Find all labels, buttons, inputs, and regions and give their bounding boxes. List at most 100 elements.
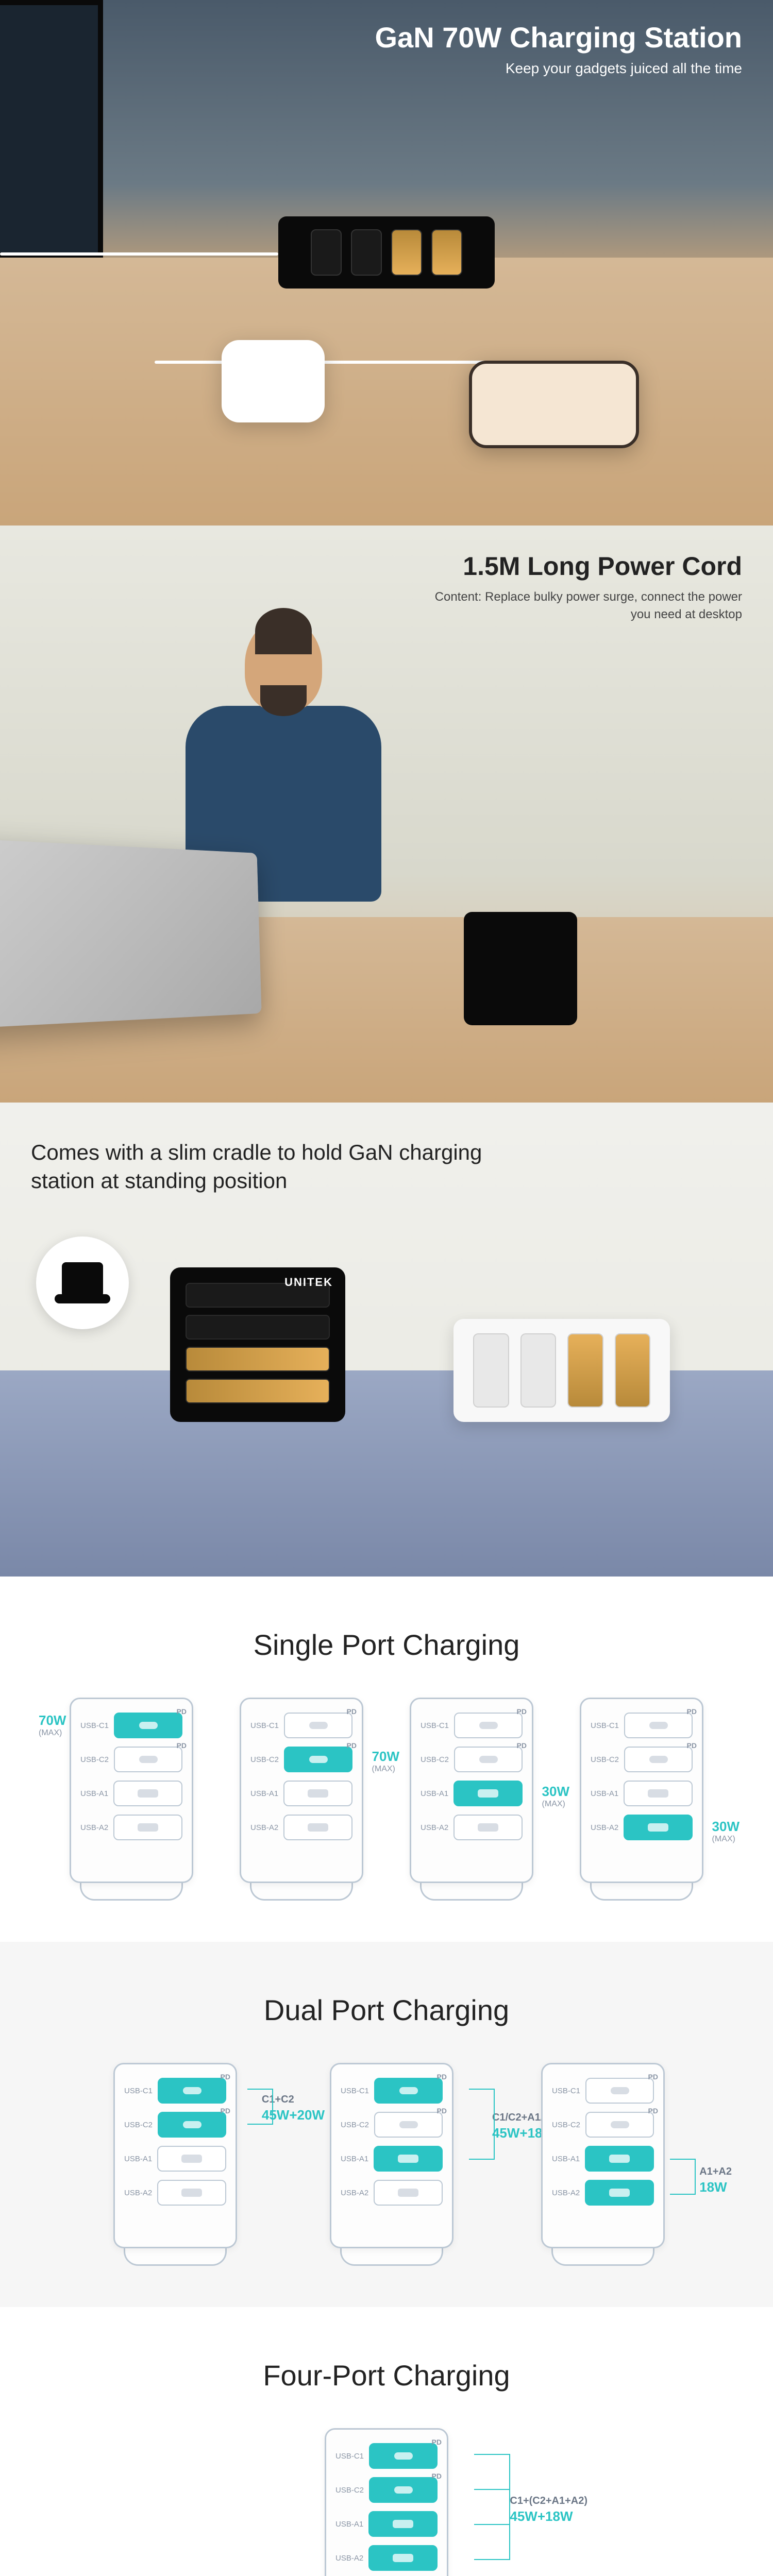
callout-line [494,2089,495,2159]
stand-outline [340,2245,443,2266]
dual-port-section: Dual Port Charging C1+C2 45W+20W USB-C1P… [0,1942,773,2307]
port-label: USB-C2 [591,1755,619,1764]
port-a2 [374,2180,443,2206]
port-c2: PD [624,1747,693,1772]
port-c1: PD [158,2078,226,2104]
port-row: USB-A1 [341,2146,443,2172]
device-diagram: A1+A2 18W USB-C1PD USB-C2PD USB-A1 USB-A… [515,2063,691,2266]
single-port-section: Single Port Charging 70W (MAX) USB-C1PD … [0,1577,773,1942]
port-row: USB-A2 [341,2180,443,2206]
pd-badge: PD [687,1741,697,1750]
watt-callout: 70W (MAX) [372,1749,399,1774]
port-slot [615,1333,651,1408]
callout-line [509,2454,510,2559]
charger-black-render: UNITEK [170,1267,345,1422]
port-label: USB-A2 [124,2189,152,2197]
port-label: USB-C1 [552,2087,580,2095]
cradle-icon [36,1236,129,1329]
watt-max: (MAX) [712,1835,740,1844]
hero1-subtitle: Keep your gadgets juiced all the time [375,60,743,77]
pd-badge: PD [437,2107,447,2115]
watt-callout: 70W (MAX) [39,1713,66,1738]
pd-badge: PD [648,2107,658,2115]
port-label: USB-A1 [80,1789,108,1798]
port-label: USB-C2 [552,2121,580,2129]
watt-max: (MAX) [372,1765,399,1774]
port-label: USB-C2 [124,2121,153,2129]
port-row: USB-A2 [124,2180,226,2206]
pd-badge: PD [687,1707,697,1716]
hero-power-cord: 1.5M Long Power Cord Content: Replace bu… [0,526,773,1103]
port-a1 [368,2511,438,2537]
port-row: USB-C2 PD [591,1747,693,1772]
port-label: USB-A1 [552,2155,580,2163]
pd-badge: PD [517,1707,527,1716]
combo-label: A1+A2 [699,2166,732,2178]
callout-line [247,2124,273,2125]
port-a2 [283,1815,352,1840]
port-row: USB-C2PD [341,2112,443,2138]
person-head [245,618,322,711]
port-a2 [157,2180,226,2206]
port-row: USB-C1PD [124,2078,226,2104]
port-row: USB-C2PD [421,1747,523,1772]
port-c1: PD [284,1713,352,1738]
port-row: USB-A1 [80,1781,182,1806]
hero-charging-station: GaN 70W Charging Station Keep your gadge… [0,0,773,526]
single-port-row: 70W (MAX) USB-C1PD USB-C2PD USB-A1 USB-A… [31,1698,742,1901]
port-a1-render [391,229,422,276]
port-label: USB-A1 [124,2155,152,2163]
port-c2: PD [369,2477,438,2503]
port-c2: PD [454,1747,523,1772]
port-label: USB-C1 [341,2087,369,2095]
device-body: USB-C1PD USB-C2PD USB-A1 USB-A2 [240,1698,363,1883]
port-row: USB-C2 PD [335,2477,438,2503]
port-row: USB-A2 [591,1815,693,1840]
port-a2-render [431,229,462,276]
monitor-illustration [0,0,103,258]
watt-value: 70W [372,1749,399,1764]
port-row: USB-C2PD [250,1747,352,1772]
callout-line [670,2194,696,2195]
callout-line [474,2489,510,2490]
device-body: USB-C1PD USB-C2PD USB-A1 USB-A2 [330,2063,453,2248]
port-label: USB-C1 [250,1721,279,1730]
pd-badge: PD [517,1741,527,1750]
callout-line [695,2159,696,2194]
port-c1: PD [374,2078,443,2104]
device-body: USB-C1PD USB-C2PD USB-A1 USB-A2 [580,1698,703,1883]
port-row: USB-A2 [335,2545,438,2571]
port-label: USB-C2 [335,2486,364,2495]
pd-badge: PD [177,1741,187,1750]
single-port-title: Single Port Charging [31,1628,742,1662]
port-label: USB-C2 [80,1755,109,1764]
cable-illustration [0,252,278,256]
stand-outline [80,1880,183,1901]
port-row: USB-C1PD [335,2443,438,2469]
pd-badge: PD [648,2073,658,2081]
port-row: USB-C1 PD [341,2078,443,2104]
port-row: USB-C1 PD [250,1713,352,1738]
laptop-illustration [0,837,262,1030]
cradle-heading: Comes with a slim cradle to hold GaN cha… [31,1139,495,1195]
port-c2: PD [158,2112,226,2138]
combo-callout: A1+A2 18W [699,2166,732,2195]
device-diagram: 30W (MAX) USB-C1PD USB-C2PD USB-A1 USB-A… [569,1698,714,1901]
device-body: USB-C1PD USB-C2PD USB-A1 USB-A2 [410,1698,533,1883]
port-a2 [624,1815,693,1840]
port-label: USB-A2 [335,2554,363,2563]
dual-port-title: Dual Port Charging [31,1993,742,2027]
port-label: USB-C2 [341,2121,369,2129]
callout-line [670,2159,696,2160]
port-label: USB-A1 [250,1789,278,1798]
port-a1 [374,2146,443,2172]
port-row: USB-C1PD [421,1713,523,1738]
port-c1: PD [454,1713,523,1738]
port-row: USB-A1 [335,2511,438,2537]
callout-line [272,2089,273,2124]
port-row: USB-A1 [124,2146,226,2172]
port-c2: PD [585,2112,654,2138]
cradle-shape-icon [62,1262,103,1303]
callout-line [474,2559,510,2560]
watt-max: (MAX) [542,1800,569,1809]
